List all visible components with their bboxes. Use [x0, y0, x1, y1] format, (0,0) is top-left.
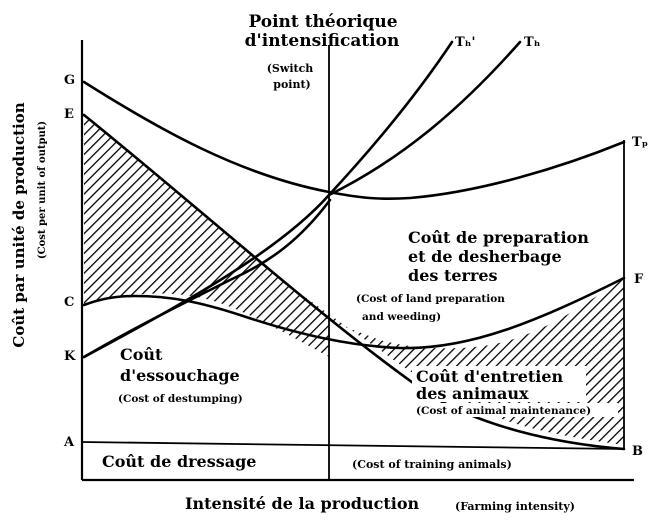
y-axis-label-en: (Cost per unit of output) [37, 121, 48, 259]
land-prep-line3: des terres [408, 266, 498, 285]
label-e: E [64, 107, 74, 122]
label-a: A [63, 435, 75, 450]
destumping-line1: Coût [120, 345, 163, 364]
y-axis-label-fr: Coût par unité de production [10, 102, 28, 347]
label-tp: Tₚ [632, 135, 648, 150]
label-g: G [64, 73, 75, 88]
switch-point-title-line2: d'intensification [245, 31, 400, 51]
land-prep-line1: Coût de preparation [408, 228, 589, 247]
baseline-a-b [81, 441, 625, 450]
training-cost-fr: Coût de dressage [102, 452, 256, 471]
label-f: F [634, 272, 644, 287]
land-prep-en-line1: (Cost of land preparation [356, 293, 505, 305]
total-cost-curve-g-tp [82, 80, 626, 201]
destumping-line2: d'essouchage [120, 366, 240, 385]
animal-maint-line2: des animaux [416, 384, 529, 403]
curve-th [327, 40, 522, 197]
label-b: B [632, 444, 643, 459]
land-prep-en-line2: and weeding) [362, 311, 441, 323]
switch-point-en-line2: point) [273, 78, 311, 91]
animal-maint-en: (Cost of animal maintenance) [416, 405, 591, 417]
destumping-cost-curve-e [82, 113, 626, 451]
x-axis-label-en: (Farming intensity) [455, 500, 575, 513]
land-prep-line2: et de desherbage [408, 247, 562, 266]
land-prep-curve-c-f [82, 276, 626, 350]
animal-maint-line1: Coût d'entretien [416, 367, 564, 386]
training-cost-en: (Cost of training animals) [352, 458, 512, 471]
curve-k-line [82, 198, 332, 359]
switch-point-title-line1: Point théorique [248, 12, 397, 32]
x-axis-label-fr: Intensité de la production [185, 494, 419, 513]
animal-maint-en-bg [414, 403, 618, 417]
label-th-prime: Tₕ' [455, 35, 475, 50]
destumping-en: (Cost of destumping) [118, 393, 243, 405]
destumping-hatched-area [84, 115, 329, 357]
label-th: Tₕ [524, 35, 541, 50]
switch-point-en-line1: (Switch [267, 62, 314, 75]
label-k: K [64, 349, 76, 364]
animal-maint-label-bg [412, 366, 586, 402]
label-c: C [64, 295, 74, 310]
